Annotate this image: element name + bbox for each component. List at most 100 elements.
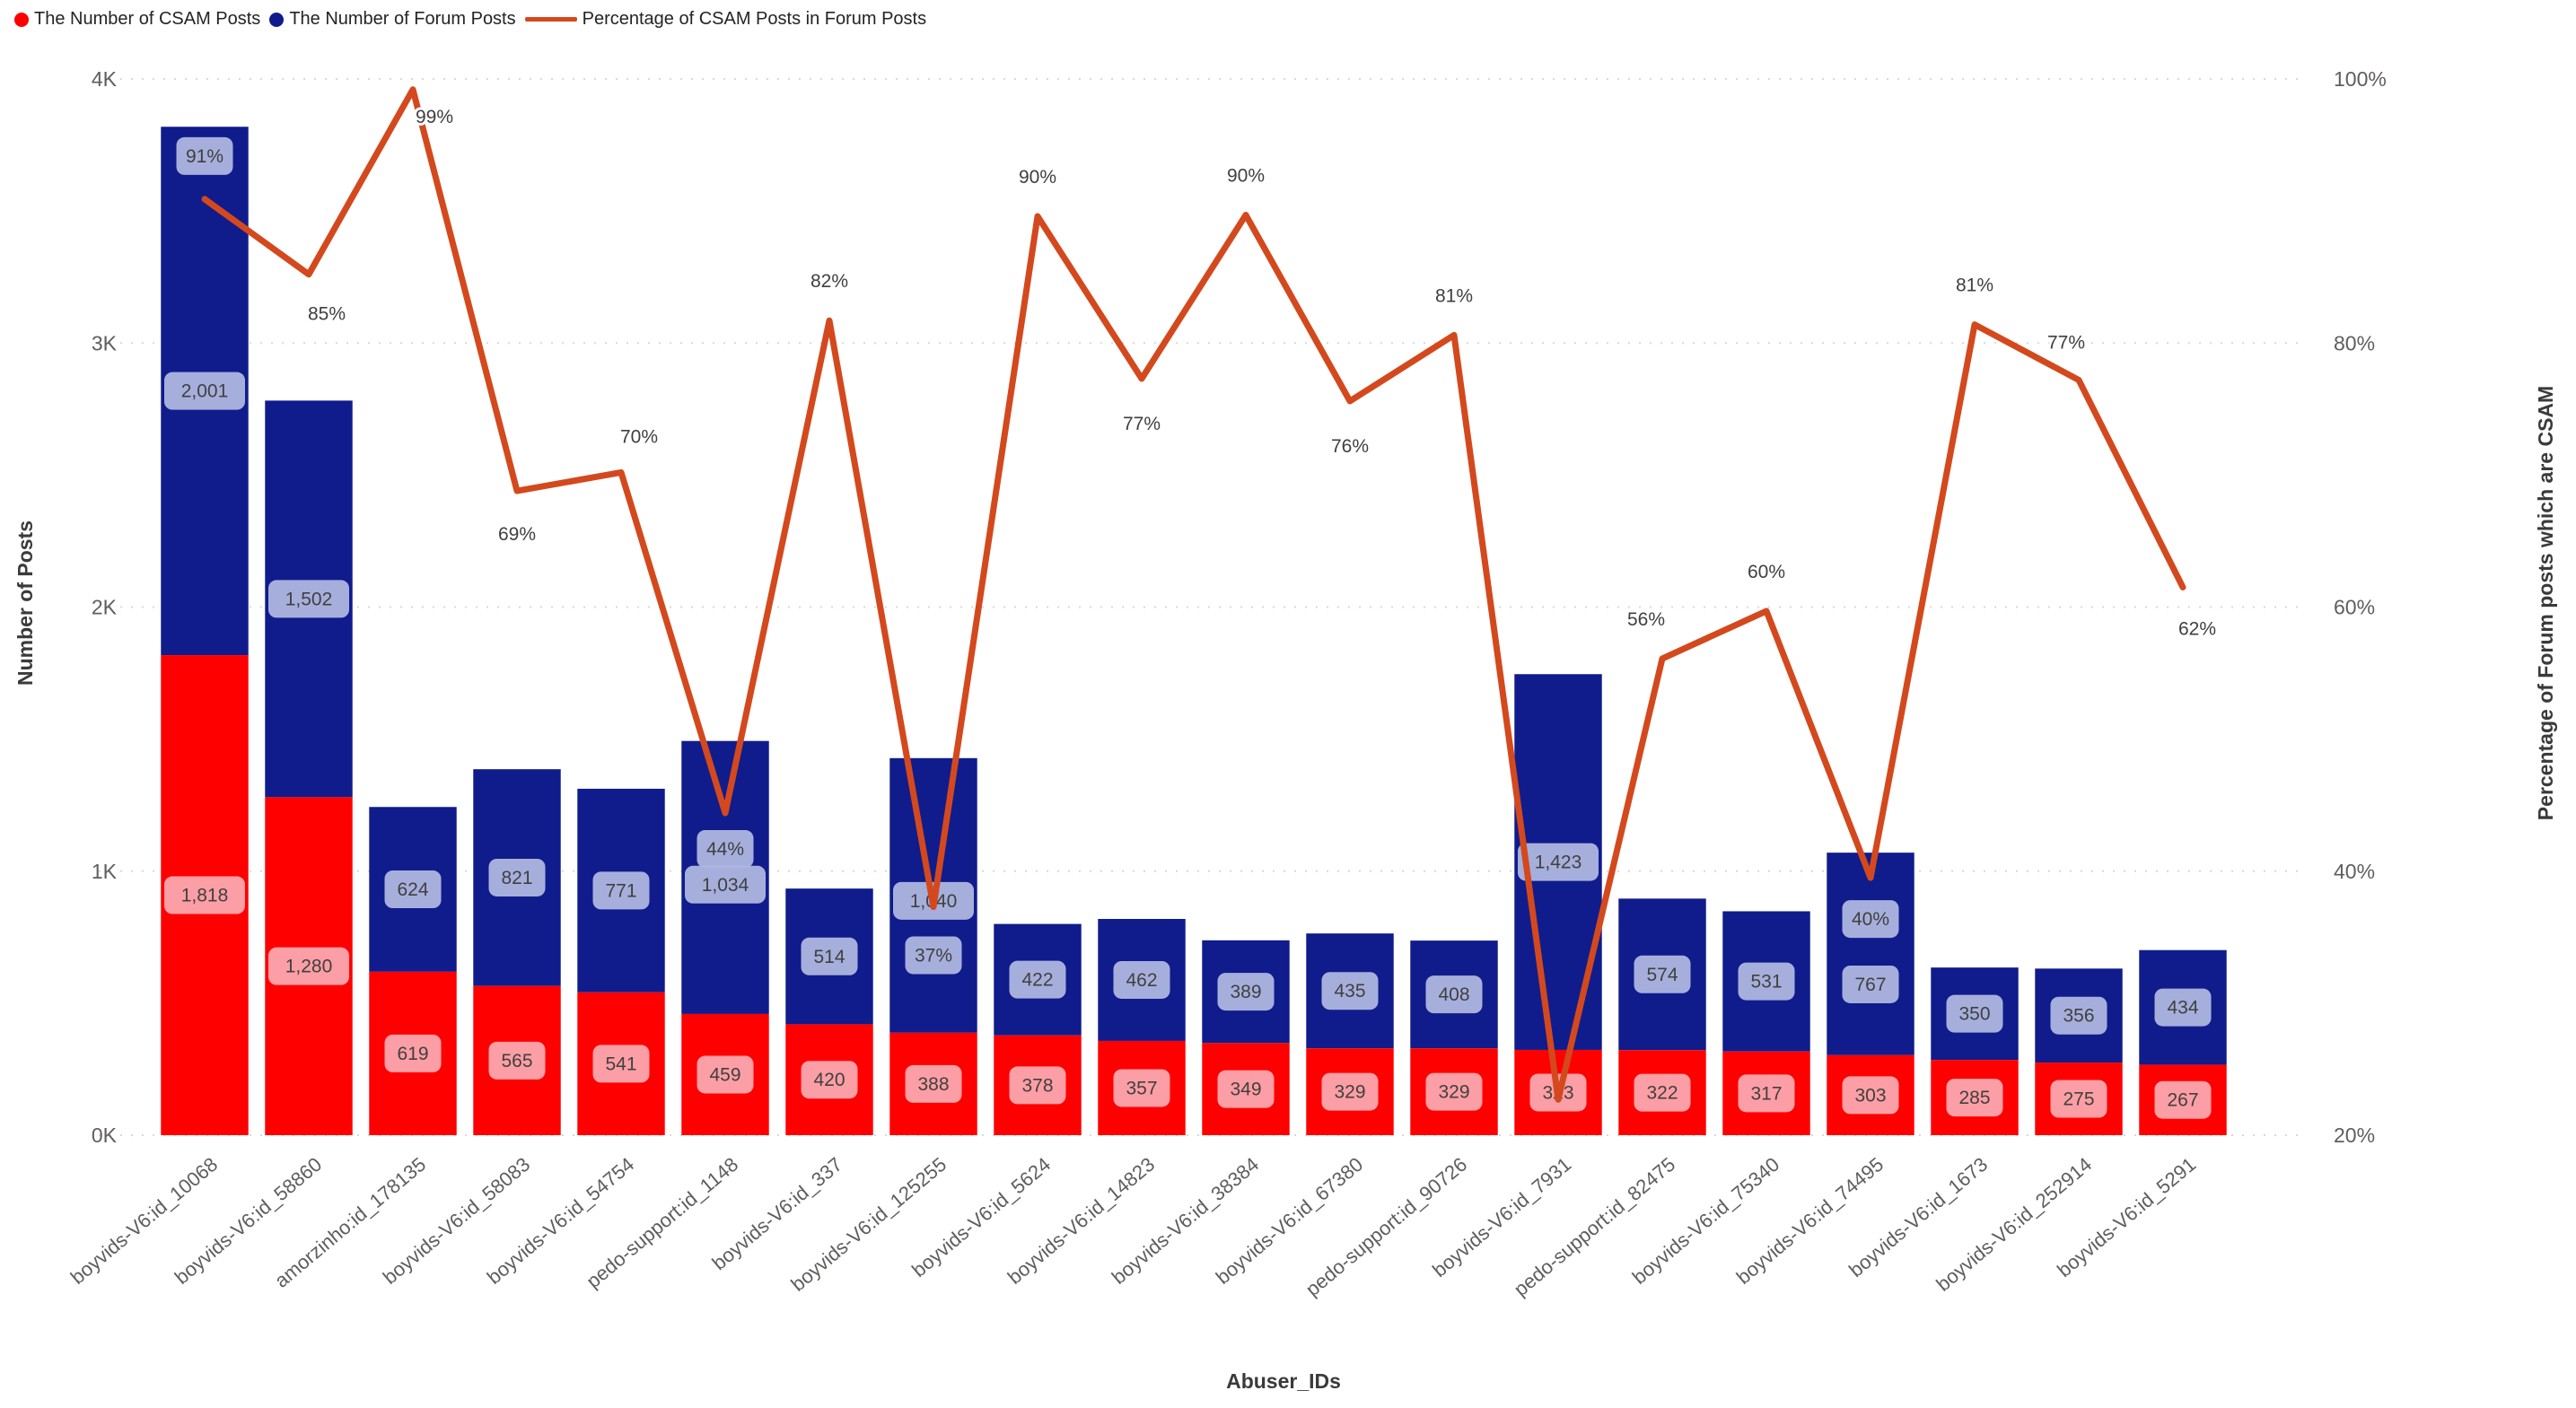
percentage-label: 40% — [1852, 909, 1889, 930]
csam-value-label-bg — [1634, 1073, 1691, 1112]
csam-value-label: 329 — [1334, 1082, 1365, 1103]
percentage-label: 70% — [620, 426, 658, 447]
csam-value-label-bg — [1321, 1072, 1379, 1111]
forum-value-label: 771 — [605, 880, 636, 901]
percentage-label-bg — [176, 136, 233, 175]
x-axis-title: Abuser_IDs — [1226, 1369, 1341, 1393]
csam-value-label-bg — [801, 1061, 858, 1099]
csam-value-label-bg — [1946, 1079, 2003, 1117]
legend-circle-marker-icon — [14, 12, 29, 27]
value-labels-layer: 1,818 2,001 1,280 1,502 619 624 565 821 541 771 45… — [164, 372, 2212, 1119]
csam-value-label-bg — [268, 947, 349, 985]
percentage-label: 90% — [1019, 167, 1056, 188]
forum-value-label: 408 — [1438, 984, 1469, 1005]
forum-value-label-bg — [1518, 843, 1599, 881]
csam-value-label-bg — [592, 1045, 650, 1083]
forum-value-label-bg — [1425, 975, 1483, 1014]
y-axis-left-ticks: 0K 1K 2K 3K 4K — [92, 67, 118, 1147]
csam-value-label-bg — [384, 1034, 442, 1072]
csam-value-label: 378 — [1021, 1075, 1053, 1096]
y-left-tick-label: 2K — [92, 596, 118, 619]
percentage-labels-layer: 91% 85% 99% 69% 70% 44% 82% 37% 90% 77% 90% 76% 81% 5… — [176, 104, 2219, 975]
legend-item-1[interactable]: The Number of Forum Posts — [269, 9, 516, 30]
forum-value-label: 434 — [2167, 998, 2198, 1019]
y-left-tick-label: 4K — [92, 67, 118, 91]
percentage-label: 82% — [810, 271, 848, 292]
csam-value-label: 285 — [1958, 1088, 1990, 1108]
csam-value-label-bg — [1738, 1074, 1795, 1113]
csam-value-label: 322 — [1646, 1083, 1678, 1104]
y-right-tick-label: 80% — [2334, 331, 2375, 354]
percentage-label: 62% — [2178, 618, 2216, 639]
percentage-label: 56% — [1627, 609, 1665, 630]
forum-value-label-bg — [685, 865, 766, 904]
csam-value-label: 619 — [397, 1044, 428, 1064]
y-axis-title-left: Number of Posts — [13, 520, 37, 686]
csam-value-label-bg — [1113, 1069, 1170, 1107]
csam-value-label: 1,280 — [285, 957, 333, 977]
percentage-label: 99% — [416, 107, 453, 127]
percentage-label: 60% — [1748, 562, 1785, 582]
forum-value-label-bg — [268, 580, 349, 618]
csam-value-label-bg — [697, 1055, 754, 1094]
y-left-tick-label: 3K — [92, 331, 118, 354]
forum-value-label: 389 — [1230, 982, 1261, 1002]
csam-value-label: 329 — [1438, 1082, 1469, 1103]
csam-value-label: 388 — [917, 1074, 949, 1095]
csam-value-label-bg — [164, 876, 245, 914]
legend-line-marker-icon — [524, 17, 577, 22]
forum-value-label-bg — [801, 937, 858, 975]
percentage-label: 90% — [1227, 166, 1265, 187]
csam-value-label-bg — [1425, 1072, 1483, 1111]
forum-value-label: 514 — [813, 947, 845, 967]
forum-value-label: 1,034 — [702, 875, 749, 896]
csam-value-label: 459 — [709, 1064, 740, 1085]
y-right-tick-label: 20% — [2334, 1124, 2375, 1147]
csam-value-label: 349 — [1230, 1080, 1261, 1100]
percentage-label: 69% — [498, 524, 536, 545]
percentage-label: 77% — [1123, 414, 1161, 434]
y-left-tick-label: 0K — [92, 1124, 118, 1147]
percentage-label: 81% — [1435, 285, 1473, 306]
forum-value-label-bg — [1842, 965, 1899, 1003]
percentage-line — [201, 86, 2186, 1103]
csam-value-label: 317 — [1750, 1083, 1782, 1104]
forum-value-label-bg — [2154, 988, 2212, 1027]
forum-value-label-bg — [164, 372, 245, 410]
csam-value-label: 303 — [1854, 1085, 1886, 1106]
forum-value-label-bg — [1217, 973, 1275, 1011]
percentage-label: 81% — [1956, 275, 1993, 296]
forum-value-label-bg — [1738, 962, 1795, 1001]
forum-posts-bar[interactable] — [1827, 853, 1914, 1055]
forum-value-label: 435 — [1334, 981, 1365, 1001]
forum-value-label-bg — [1946, 994, 2003, 1033]
percentage-label: 77% — [2047, 332, 2085, 353]
csam-value-label-bg — [1842, 1076, 1899, 1115]
forum-value-label-bg — [488, 858, 546, 896]
csam-value-label-bg — [1009, 1066, 1066, 1105]
y-right-tick-label: 40% — [2334, 860, 2375, 883]
forum-value-label: 462 — [1126, 970, 1157, 991]
forum-value-label: 350 — [1958, 1004, 1990, 1025]
y-right-tick-label: 60% — [2334, 596, 2375, 619]
csam-value-label: 267 — [2167, 1090, 2198, 1111]
legend-circle-marker-icon — [269, 12, 285, 27]
legend-item-0[interactable]: The Number of CSAM Posts — [14, 9, 260, 30]
forum-value-label: 1,502 — [285, 589, 333, 609]
forum-value-label-bg — [1113, 960, 1170, 999]
csam-value-label: 541 — [605, 1054, 636, 1074]
forum-value-label-bg — [1634, 955, 1691, 993]
y-right-tick-label: 100% — [2334, 67, 2387, 91]
forum-value-label: 356 — [2063, 1006, 2094, 1027]
y-axis-right-ticks: 20% 40% 60% 80% 100% — [2334, 67, 2387, 1147]
forum-value-label: 531 — [1750, 972, 1782, 993]
legend-item-2[interactable]: Percentage of CSAM Posts in Forum Posts — [524, 9, 926, 30]
forum-value-label-bg — [1321, 972, 1379, 1010]
legend: The Number of CSAM Posts The Number of Fo… — [14, 9, 926, 30]
forum-value-label: 1,423 — [1535, 853, 1582, 873]
percentage-label-bg — [905, 936, 962, 975]
forum-value-label: 2,001 — [181, 381, 229, 402]
forum-value-label-bg — [1009, 960, 1066, 999]
percentage-label: 37% — [915, 945, 952, 966]
